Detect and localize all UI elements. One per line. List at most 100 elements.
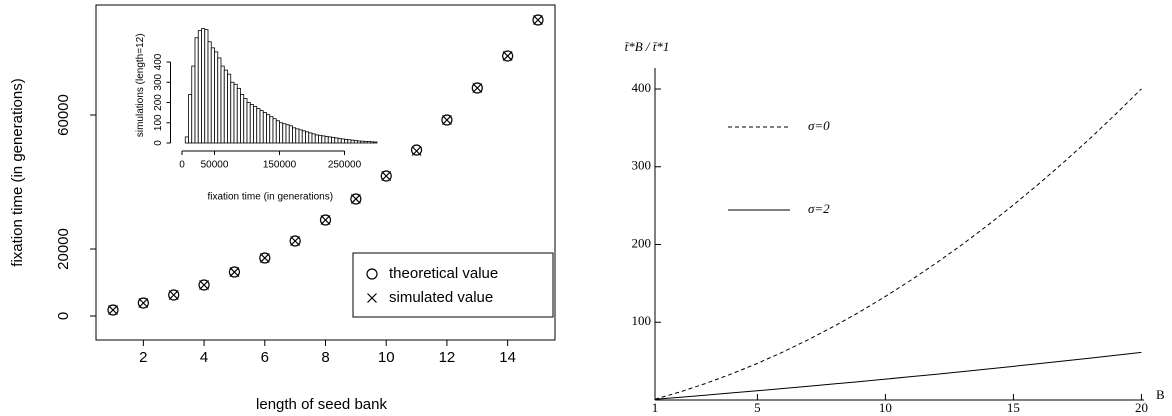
point-cross xyxy=(108,305,118,315)
histogram-bar xyxy=(269,116,274,144)
histogram-bar xyxy=(191,65,196,144)
x-tick-label: 50000 xyxy=(201,160,229,171)
legend-marker xyxy=(367,293,377,303)
histogram-bar xyxy=(253,106,258,144)
y-tick-label: 300 xyxy=(632,158,652,173)
y-tick-label: 0 xyxy=(153,140,164,146)
point-circle xyxy=(228,266,241,278)
histogram-bar xyxy=(243,98,248,144)
x-tick-label: 20 xyxy=(1135,400,1148,415)
inset-histogram: 0 50000 150000 250000 0 100 200 300 400 fixation … xyxy=(135,28,378,203)
y-tick-label: 200 xyxy=(153,94,164,111)
y-tick-label: 20000 xyxy=(55,228,72,270)
histogram-bar xyxy=(370,141,375,144)
histogram-bar xyxy=(184,136,189,144)
histogram-bar xyxy=(314,134,319,144)
series-line xyxy=(654,351,1142,400)
y-tick-label: 400 xyxy=(153,53,164,70)
histogram-bar xyxy=(233,83,238,144)
histogram-bar xyxy=(295,128,300,144)
point-cross xyxy=(229,267,240,277)
histogram-bar xyxy=(188,94,193,144)
point-cross xyxy=(381,171,392,181)
y-tick-label: 400 xyxy=(632,80,652,95)
histogram-bar xyxy=(288,125,293,144)
histogram-bar xyxy=(230,81,235,144)
histogram-bar xyxy=(360,140,365,144)
point-circle xyxy=(107,304,119,316)
point-circle xyxy=(380,170,392,182)
histogram-bar xyxy=(285,124,290,144)
histogram-bar xyxy=(246,102,251,144)
histogram-bar xyxy=(298,129,303,144)
point-cross xyxy=(168,290,179,300)
point-circle xyxy=(289,235,301,247)
histogram-bar xyxy=(363,140,368,144)
y-axis-label: simulations (length=12) xyxy=(135,33,146,137)
point-circle xyxy=(410,144,423,156)
histogram-bar xyxy=(262,112,267,144)
x-tick-label: 250000 xyxy=(328,160,362,171)
histogram-bar xyxy=(210,47,215,144)
x-tick-label: 12 xyxy=(439,349,456,366)
legend-label: σ=2 xyxy=(808,201,830,216)
legend-box xyxy=(352,252,554,318)
series-line xyxy=(654,88,1142,400)
histogram-bar xyxy=(321,135,326,144)
x-tick-label: 14 xyxy=(499,349,516,366)
histogram-bar xyxy=(324,136,329,144)
point-cross xyxy=(533,15,543,25)
point-cross xyxy=(411,146,422,156)
y-axis-label: fixation time (in generations) xyxy=(9,78,26,266)
x-tick-label: 10 xyxy=(879,400,892,415)
histogram-bar xyxy=(249,104,254,144)
legend-label: simulated value xyxy=(389,289,493,306)
point-circle xyxy=(319,214,332,226)
y-axis-label: t̄*B / t̄*1 xyxy=(625,39,670,54)
y-tick-label: 0 xyxy=(55,312,72,320)
x-tick-label: 1 xyxy=(652,400,659,415)
point-cross xyxy=(199,280,209,290)
histogram-bar xyxy=(272,118,277,144)
histogram-bar xyxy=(353,140,358,144)
x-tick-label: 8 xyxy=(321,349,329,366)
histogram-bar xyxy=(292,127,297,144)
x-tick-label: 5 xyxy=(754,400,761,415)
histogram-bar xyxy=(318,134,323,144)
histogram-bar xyxy=(227,73,232,144)
point-cross xyxy=(502,51,513,61)
point-circle xyxy=(502,50,514,62)
point-cross xyxy=(350,194,361,204)
y-tick-label: 300 xyxy=(153,73,164,90)
histogram-bar xyxy=(266,114,271,144)
histogram-bar xyxy=(308,132,313,144)
histogram-bar xyxy=(236,87,241,144)
histogram-bar xyxy=(214,51,219,144)
histogram-bar xyxy=(331,136,336,144)
histogram-bar xyxy=(279,122,284,144)
histogram-bar xyxy=(204,29,209,144)
histogram-bar xyxy=(259,110,264,144)
point-circle xyxy=(471,82,483,94)
x-tick-label: 150000 xyxy=(263,160,297,171)
histogram-bar xyxy=(220,65,225,144)
legend-label: theoretical value xyxy=(389,265,498,282)
x-tick-label: 0 xyxy=(179,160,185,171)
point-circle xyxy=(168,289,180,301)
legend-marker xyxy=(366,268,378,280)
point-cross xyxy=(472,83,483,93)
histogram-bar xyxy=(340,138,345,144)
x-axis-label: fixation time (in generations) xyxy=(207,192,333,203)
point-cross xyxy=(138,298,149,308)
histogram-bar xyxy=(305,131,310,144)
y-tick-label: 100 xyxy=(153,114,164,131)
histogram-bar xyxy=(275,120,280,144)
histogram-bar xyxy=(337,138,342,144)
histogram-bar xyxy=(207,41,212,144)
histogram-bar xyxy=(197,30,202,144)
x-tick-label: 2 xyxy=(139,349,147,366)
